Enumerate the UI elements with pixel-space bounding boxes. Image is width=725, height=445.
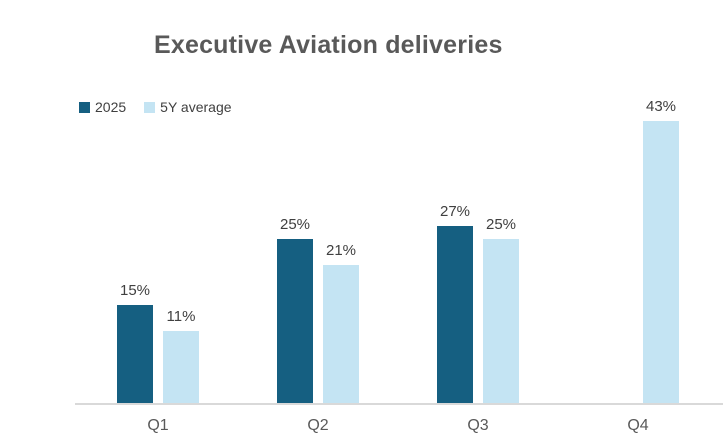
bar-5y-average-q1	[163, 331, 199, 403]
bar-5y-average-q2	[323, 265, 359, 403]
bar-5y-average-q3	[483, 239, 519, 403]
value-label-5y-average-q4: 43%	[645, 98, 677, 115]
axis-label-q1: Q1	[147, 417, 169, 434]
value-label-2025-q1: 15%	[119, 282, 151, 299]
value-label-5y-average-q3: 25%	[485, 216, 517, 233]
bar-2025-q2	[277, 239, 313, 403]
legend-label-2025: 2025	[95, 99, 127, 115]
bar-2025-q1	[117, 305, 153, 403]
axis-label-q4: Q4	[627, 417, 649, 434]
bar-5y-average-q4	[643, 121, 679, 403]
value-label-2025-q2: 25%	[279, 216, 311, 233]
axis-label-q3: Q3	[467, 417, 489, 434]
legend: 2025 5Y average	[79, 99, 232, 115]
legend-item-2025: 2025	[79, 99, 126, 115]
x-axis-line	[75, 403, 723, 405]
legend-swatch-2025	[79, 101, 90, 113]
bar-2025-q3	[437, 226, 473, 403]
value-label-5y-average-q2: 21%	[325, 242, 357, 259]
legend-swatch-5y-average	[144, 101, 156, 113]
value-label-2025-q3: 27%	[439, 203, 471, 220]
chart-title: Executive Aviation deliveries	[154, 31, 503, 59]
legend-item-5y-average: 5Y average	[144, 99, 232, 115]
value-label-5y-average-q1: 11%	[166, 308, 196, 325]
axis-label-q2: Q2	[307, 417, 329, 434]
legend-label-5y-average: 5Y average	[160, 99, 232, 115]
